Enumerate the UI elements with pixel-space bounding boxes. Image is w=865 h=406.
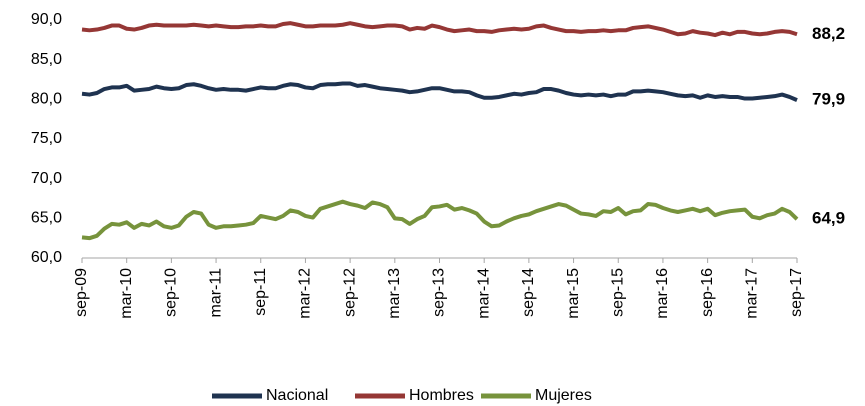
x-tick-label: sep-09	[73, 268, 90, 317]
x-tick-label: sep-16	[699, 268, 716, 317]
line-series	[81, 21, 798, 38]
x-tick-label: sep-14	[520, 268, 537, 317]
end-label: 64,9	[812, 209, 845, 228]
y-tick-label: 70,0	[31, 170, 62, 187]
end-label: 88,2	[812, 24, 845, 43]
y-tick-label: 85,0	[31, 51, 62, 68]
x-tick-label: mar-16	[654, 268, 671, 319]
end-label: 79,9	[812, 90, 845, 109]
x-tick-label: mar-10	[118, 268, 135, 319]
x-tick-label: mar-11	[207, 268, 224, 318]
x-tick-label: mar-12	[297, 268, 314, 319]
x-tick-label: sep-13	[431, 268, 448, 317]
legend-label: Nacional	[266, 387, 328, 404]
x-tick-label: mar-17	[744, 268, 761, 319]
x-tick-label: sep-11	[252, 268, 269, 316]
x-tick-label: sep-10	[163, 268, 180, 317]
legend-label: Mujeres	[535, 387, 592, 404]
y-tick-label: 90,0	[31, 11, 62, 28]
line-series	[81, 199, 799, 241]
legend-label: Hombres	[409, 387, 474, 404]
x-tick-label: mar-14	[475, 268, 492, 319]
x-tick-label: mar-13	[386, 268, 403, 319]
line-series	[81, 81, 798, 102]
y-tick-label: 60,0	[31, 249, 62, 266]
x-tick-label: sep-17	[788, 268, 805, 317]
x-tick-label: sep-12	[341, 268, 358, 317]
x-tick-label: mar-15	[565, 268, 582, 319]
y-tick-label: 80,0	[31, 91, 62, 108]
y-tick-label: 65,0	[31, 210, 62, 227]
y-tick-label: 75,0	[31, 130, 62, 147]
x-tick-label: sep-15	[609, 268, 626, 317]
